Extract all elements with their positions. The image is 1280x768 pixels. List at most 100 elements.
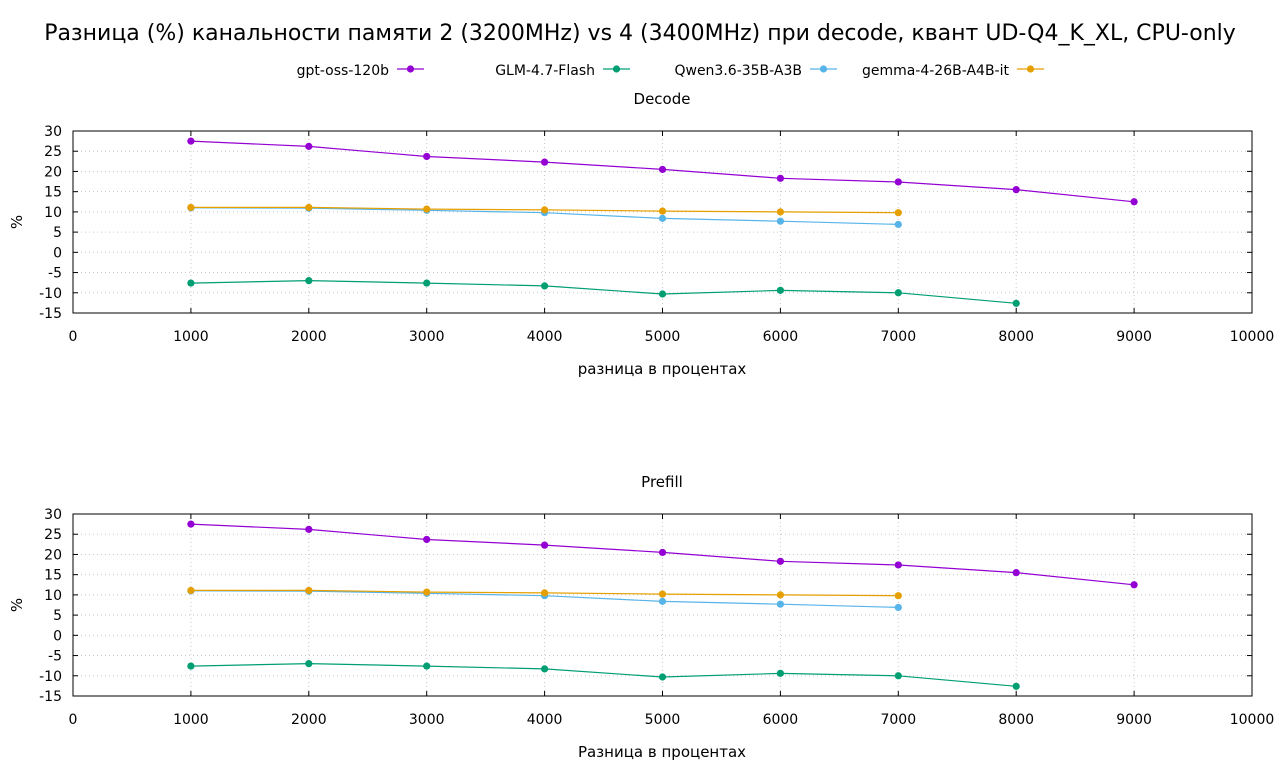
data-point-gpt-oss-120b	[1131, 198, 1138, 205]
data-point-glm-4-7-flash	[187, 662, 194, 669]
x-tick-label-decode: 9000	[1116, 329, 1152, 345]
data-point-glm-4-7-flash	[423, 662, 430, 669]
y-tick-label-decode: 10	[44, 205, 62, 221]
x-tick-label-decode: 5000	[645, 329, 681, 345]
data-point-gemma-4-26b-a4b-it	[423, 588, 430, 595]
data-point-glm-4-7-flash	[1013, 300, 1020, 307]
legend-marker	[613, 65, 620, 72]
data-point-gemma-4-26b-a4b-it	[659, 590, 666, 597]
data-point-gpt-oss-120b	[1131, 581, 1138, 588]
x-tick-label-decode: 4000	[527, 329, 563, 345]
data-point-qwen3-6-35b-a3b	[895, 221, 902, 228]
legend: gpt-oss-120b GLM-4.7-Flash Qwen3.6-35B-A3B…	[297, 63, 1044, 79]
y-tick-label-prefill: 15	[44, 568, 62, 584]
legend-label: GLM-4.7-Flash	[495, 63, 595, 79]
y-axis-label-decode: %	[8, 215, 26, 229]
x-tick-label-decode: 2000	[291, 329, 327, 345]
legend-marker	[820, 65, 827, 72]
data-point-glm-4-7-flash	[895, 672, 902, 679]
data-point-glm-4-7-flash	[895, 289, 902, 296]
data-point-gpt-oss-120b	[423, 536, 430, 543]
y-tick-label-decode: 25	[44, 144, 62, 160]
data-point-gemma-4-26b-a4b-it	[305, 587, 312, 594]
x-tick-label-prefill: 4000	[527, 712, 563, 728]
data-point-gemma-4-26b-a4b-it	[777, 208, 784, 215]
data-point-glm-4-7-flash	[187, 279, 194, 286]
data-point-qwen3-6-35b-a3b	[895, 604, 902, 611]
data-point-glm-4-7-flash	[659, 673, 666, 680]
legend-marker	[407, 65, 414, 72]
data-point-gpt-oss-120b	[541, 159, 548, 166]
y-tick-label-prefill: -10	[39, 669, 62, 685]
panel-title-decode: Decode	[634, 90, 691, 108]
plot-frame-prefill	[73, 514, 1252, 696]
data-point-gpt-oss-120b	[1013, 569, 1020, 576]
x-tick-label-prefill: 5000	[645, 712, 681, 728]
data-point-gpt-oss-120b	[305, 526, 312, 533]
y-tick-label-prefill: -15	[39, 689, 62, 705]
data-point-gemma-4-26b-a4b-it	[541, 206, 548, 213]
y-tick-label-prefill: 30	[44, 507, 62, 523]
legend-label: Qwen3.6-35B-A3B	[674, 63, 802, 79]
panel-title-prefill: Prefill	[641, 473, 683, 491]
figure-title: Разница (%) канальности памяти 2 (3200MH…	[44, 21, 1236, 46]
data-point-qwen3-6-35b-a3b	[777, 218, 784, 225]
x-tick-label-decode: 1000	[173, 329, 209, 345]
data-point-glm-4-7-flash	[305, 277, 312, 284]
data-point-gemma-4-26b-a4b-it	[187, 204, 194, 211]
legend-item-qwen3-6-35b-a3b: Qwen3.6-35B-A3B	[674, 63, 837, 79]
y-tick-label-prefill: 20	[44, 547, 62, 563]
legend-marker	[1027, 65, 1034, 72]
data-point-gemma-4-26b-a4b-it	[541, 589, 548, 596]
data-point-gemma-4-26b-a4b-it	[423, 205, 430, 212]
y-tick-label-decode: -10	[39, 286, 62, 302]
data-point-gemma-4-26b-a4b-it	[895, 209, 902, 216]
x-tick-label-prefill: 0	[69, 712, 78, 728]
series-line-glm-4-7-flash	[191, 664, 1016, 687]
x-tick-label-prefill: 9000	[1116, 712, 1152, 728]
prefill-panel: Prefill Разница в процентах % 0 1000 2000 3…	[8, 473, 1274, 761]
x-tick-label-decode: 7000	[880, 329, 916, 345]
x-tick-label-prefill: 6000	[763, 712, 799, 728]
data-point-glm-4-7-flash	[1013, 683, 1020, 690]
data-point-gpt-oss-120b	[895, 561, 902, 568]
x-tick-label-prefill: 8000	[998, 712, 1034, 728]
data-point-gemma-4-26b-a4b-it	[777, 591, 784, 598]
data-point-gpt-oss-120b	[777, 558, 784, 565]
data-point-gemma-4-26b-a4b-it	[895, 592, 902, 599]
x-tick-label-prefill: 2000	[291, 712, 327, 728]
series-line-glm-4-7-flash	[191, 281, 1016, 304]
legend-item-gemma-4-26b-a4b-it: gemma-4-26B-A4B-it	[862, 63, 1044, 79]
legend-item-glm-4-7-flash: GLM-4.7-Flash	[495, 63, 630, 79]
data-point-glm-4-7-flash	[423, 279, 430, 286]
data-point-glm-4-7-flash	[305, 660, 312, 667]
x-tick-label-decode: 8000	[998, 329, 1034, 345]
legend-item-gpt-oss-120b: gpt-oss-120b	[297, 63, 424, 79]
y-tick-label-decode: 15	[44, 185, 62, 201]
data-point-gpt-oss-120b	[777, 175, 784, 182]
data-point-gpt-oss-120b	[187, 521, 194, 528]
x-tick-label-prefill: 1000	[173, 712, 209, 728]
data-point-qwen3-6-35b-a3b	[659, 215, 666, 222]
data-point-gpt-oss-120b	[541, 542, 548, 549]
data-point-gpt-oss-120b	[1013, 186, 1020, 193]
y-tick-label-decode: 30	[44, 124, 62, 140]
data-point-gpt-oss-120b	[895, 178, 902, 185]
y-tick-label-prefill: 0	[53, 628, 62, 644]
data-point-glm-4-7-flash	[777, 287, 784, 294]
y-tick-label-decode: 5	[53, 225, 62, 241]
x-tick-label-decode: 0	[69, 329, 78, 345]
data-point-glm-4-7-flash	[659, 290, 666, 297]
x-tick-label-prefill: 10000	[1230, 712, 1275, 728]
data-point-gemma-4-26b-a4b-it	[305, 204, 312, 211]
data-point-gemma-4-26b-a4b-it	[187, 587, 194, 594]
y-tick-label-decode: -15	[39, 306, 62, 322]
y-tick-label-prefill: 5	[53, 608, 62, 624]
data-point-qwen3-6-35b-a3b	[777, 601, 784, 608]
y-axis-label-prefill: %	[8, 598, 26, 612]
data-point-qwen3-6-35b-a3b	[659, 598, 666, 605]
x-tick-label-decode: 6000	[763, 329, 799, 345]
x-tick-label-prefill: 3000	[409, 712, 445, 728]
x-tick-label-prefill: 7000	[880, 712, 916, 728]
